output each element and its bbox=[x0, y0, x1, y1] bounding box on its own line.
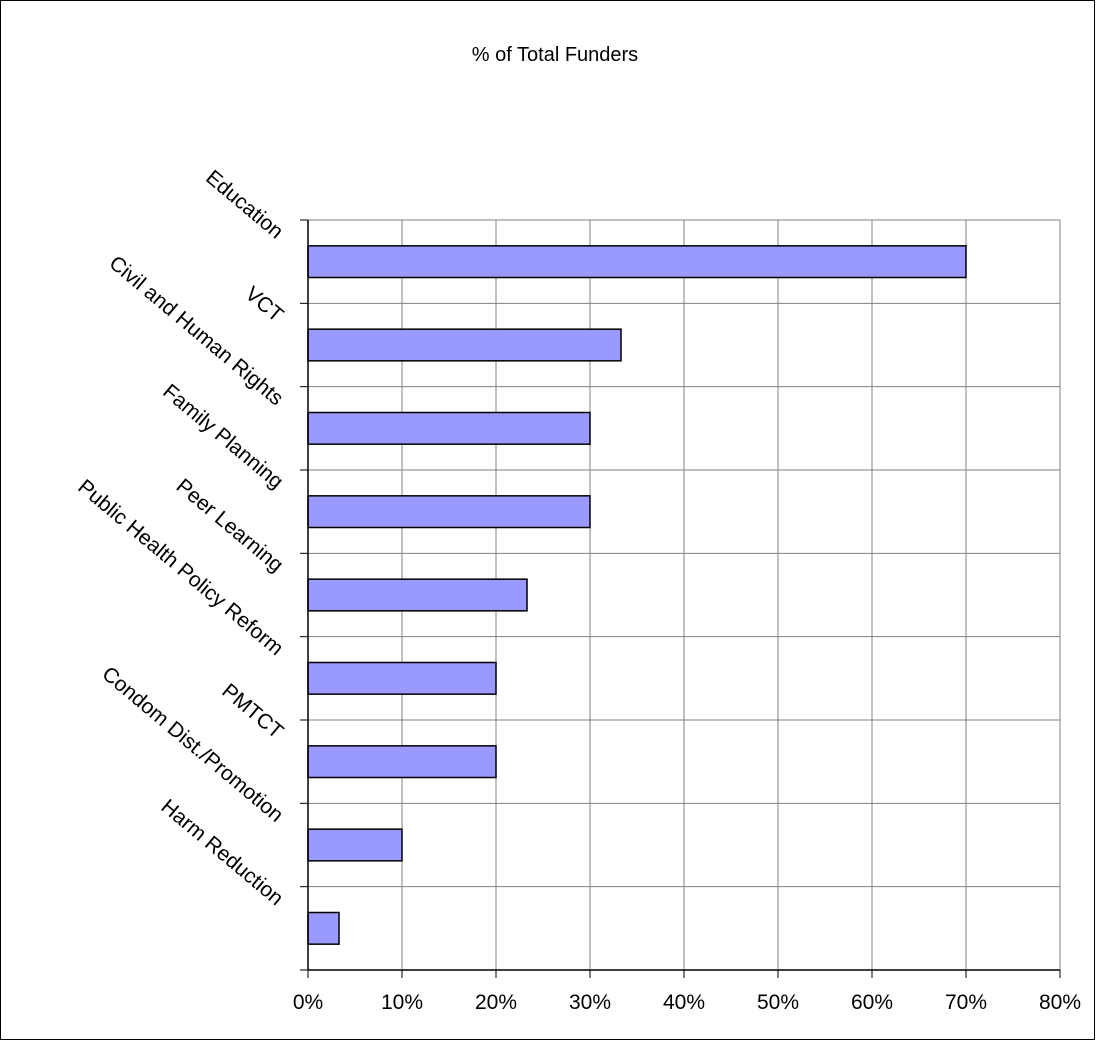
x-tick-label: 50% bbox=[757, 991, 799, 1014]
bar bbox=[307, 911, 340, 945]
x-tick-label: 80% bbox=[1039, 991, 1081, 1014]
x-tick-label: 70% bbox=[945, 991, 987, 1014]
x-tick-labels: 0% 10% 20% 30% 40% 50% 60% 70% 80% bbox=[293, 991, 1081, 1014]
x-tick-label: 30% bbox=[569, 991, 611, 1014]
x-tick-label: 40% bbox=[663, 991, 705, 1014]
bars bbox=[307, 245, 967, 945]
category-label: Civil and Human Rights bbox=[105, 251, 288, 410]
bar bbox=[307, 495, 591, 529]
bar bbox=[307, 328, 622, 362]
bar bbox=[307, 661, 497, 695]
x-tick-label: 10% bbox=[381, 991, 423, 1014]
x-tick-label: 60% bbox=[851, 991, 893, 1014]
bar bbox=[307, 411, 591, 445]
category-label: Condom Dist./Promotion bbox=[98, 662, 288, 827]
category-label: PMTCT bbox=[217, 679, 287, 743]
category-label: Education bbox=[201, 166, 287, 244]
x-tick-label: 20% bbox=[475, 991, 517, 1014]
x-tick-label: 0% bbox=[293, 991, 323, 1014]
category-label: VCT bbox=[241, 282, 288, 327]
chart-title: % of Total Funders bbox=[472, 44, 638, 66]
bar bbox=[307, 578, 528, 612]
bar bbox=[307, 245, 967, 279]
bar bbox=[307, 828, 403, 862]
category-label: Public Health Policy Reform bbox=[73, 475, 287, 660]
axes bbox=[300, 219, 1061, 978]
bar bbox=[307, 745, 497, 779]
